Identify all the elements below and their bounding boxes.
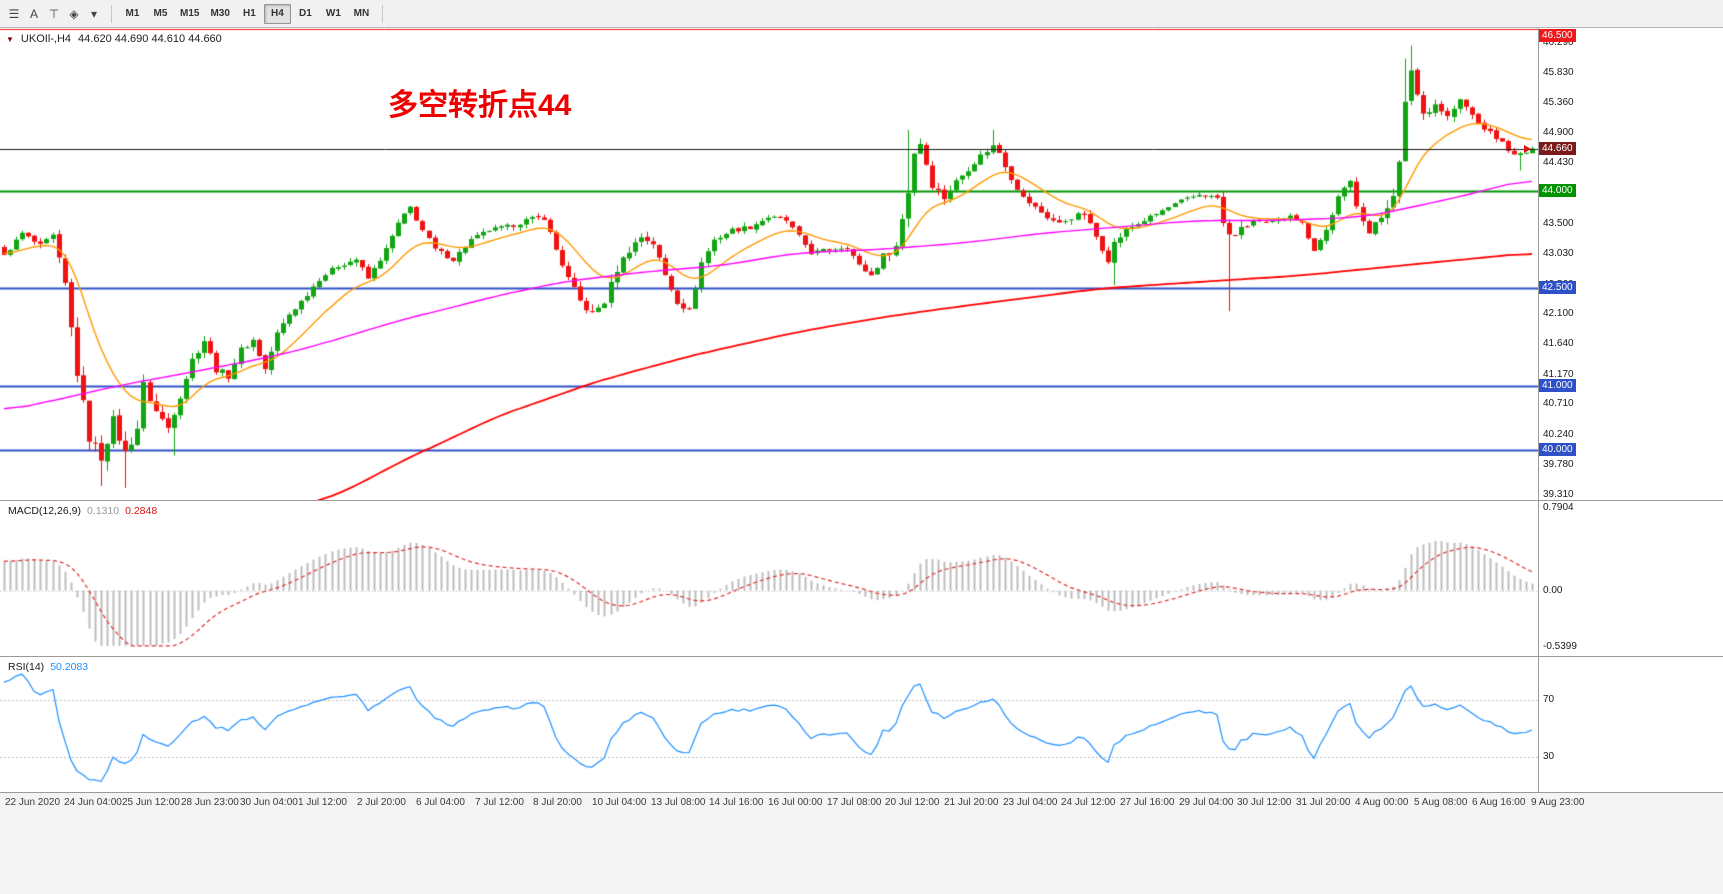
time-tick-label: 5 Aug 08:00 bbox=[1414, 797, 1468, 808]
time-tick-label: 30 Jun 04:00 bbox=[240, 797, 298, 808]
macd-signal-value: 0.2848 bbox=[125, 505, 158, 517]
time-tick-label: 21 Jul 20:00 bbox=[944, 797, 999, 808]
price-tick-label: 46.290 bbox=[1543, 37, 1574, 48]
time-tick-label: 13 Jul 08:00 bbox=[651, 797, 706, 808]
price-tick-label: 41.640 bbox=[1543, 338, 1574, 349]
price-badge-42.500: 42.500 bbox=[1539, 281, 1576, 294]
macd-tick-label: -0.5399 bbox=[1543, 641, 1577, 652]
timeframe-button-d1[interactable]: D1 bbox=[299, 8, 312, 19]
timeframe-button-w1[interactable]: W1 bbox=[325, 8, 341, 19]
symbol-collapse-icon[interactable]: ▼ bbox=[6, 34, 14, 44]
price-tick-label: 45.830 bbox=[1543, 67, 1574, 78]
time-tick-label: 28 Jun 23:00 bbox=[181, 797, 239, 808]
timeframe-button-h4[interactable]: H4 bbox=[263, 3, 291, 24]
time-tick-label: 8 Jul 20:00 bbox=[533, 797, 582, 808]
timeframe-button-m1[interactable]: M1 bbox=[125, 8, 140, 19]
current-price-arrow-icon bbox=[1524, 145, 1531, 153]
time-tick-label: 9 Aug 23:00 bbox=[1531, 797, 1585, 808]
price-tick-label: 39.780 bbox=[1543, 459, 1574, 470]
label-box-icon[interactable]: ⊤ bbox=[48, 6, 60, 21]
panel-separator bbox=[0, 792, 1723, 793]
price-tick-label: 43.030 bbox=[1543, 248, 1574, 259]
price-badge-46.500: 46.500 bbox=[1539, 29, 1576, 42]
time-tick-label: 23 Jul 04:00 bbox=[1003, 797, 1058, 808]
panel-separator[interactable] bbox=[0, 656, 1723, 657]
price-badge-44.660: 44.660 bbox=[1539, 142, 1576, 155]
time-tick-label: 24 Jul 12:00 bbox=[1061, 797, 1116, 808]
time-axis[interactable]: 22 Jun 2020 24 Jun 04:00 25 Jun 12:00 28 Ju… bbox=[0, 793, 1723, 894]
macd-main-value: 0.1310 bbox=[86, 505, 120, 517]
time-tick-label: 27 Jul 16:00 bbox=[1120, 797, 1175, 808]
time-tick-label: 31 Jul 20:00 bbox=[1296, 797, 1351, 808]
price-tick-label: 43.500 bbox=[1543, 218, 1574, 229]
time-tick-label: 17 Jul 08:00 bbox=[827, 797, 882, 808]
rsi-indicator-label: RSI(14) 50.2083 bbox=[8, 661, 88, 673]
time-tick-label: 29 Jul 04:00 bbox=[1179, 797, 1234, 808]
timeframe-button-m30[interactable]: M30 bbox=[210, 8, 230, 19]
price-badge-40.000: 40.000 bbox=[1539, 443, 1576, 456]
price-tick-label: 42.100 bbox=[1543, 308, 1574, 319]
toolbar-separator bbox=[381, 4, 383, 23]
toolbar-separator bbox=[111, 4, 112, 23]
symbol-ohlc-label: ▼ UKOIl-,H4 44.620 44.690 44.610 44.660 bbox=[6, 33, 222, 45]
macd-tick-label: 0.7904 bbox=[1543, 502, 1574, 513]
time-tick-label: 7 Jul 12:00 bbox=[475, 797, 524, 808]
timeframe-button-mn[interactable]: MN bbox=[353, 8, 370, 19]
time-tick-label: 16 Jul 00:00 bbox=[768, 797, 823, 808]
time-tick-label: 10 Jul 04:00 bbox=[592, 797, 647, 808]
price-tick-label: 40.240 bbox=[1543, 429, 1574, 440]
price-tick-label: 45.360 bbox=[1543, 97, 1574, 108]
rsi-tick-label: 70 bbox=[1543, 694, 1555, 705]
price-badge-41.000: 41.000 bbox=[1539, 379, 1576, 392]
price-tick-label: 39.310 bbox=[1543, 489, 1574, 500]
time-tick-label: 25 Jun 12:00 bbox=[122, 797, 180, 808]
price-badge-44.000: 44.000 bbox=[1539, 184, 1576, 197]
rsi-name: RSI(14) bbox=[8, 661, 45, 673]
rsi-tick-label: 30 bbox=[1543, 751, 1555, 762]
macd-tick-label: 0.00 bbox=[1543, 585, 1563, 596]
ohlc-values: 44.620 44.690 44.610 44.660 bbox=[78, 33, 222, 45]
time-tick-label: 2 Jul 20:00 bbox=[357, 797, 406, 808]
timeframe-button-m5[interactable]: M5 bbox=[153, 8, 168, 19]
time-tick-label: 4 Aug 00:00 bbox=[1355, 797, 1409, 808]
shapes-icon[interactable]: ◈ bbox=[69, 6, 79, 21]
price-tick-label: 44.900 bbox=[1543, 127, 1574, 138]
time-tick-label: 24 Jun 04:00 bbox=[64, 797, 122, 808]
time-tick-label: 6 Aug 16:00 bbox=[1472, 797, 1526, 808]
time-tick-label: 20 Jul 12:00 bbox=[885, 797, 940, 808]
chart-annotation-text[interactable]: 多空转折点44 bbox=[388, 89, 572, 122]
price-tick-label: 44.430 bbox=[1543, 157, 1574, 168]
timeframe-button-h1[interactable]: H1 bbox=[243, 8, 256, 19]
price-axis-divider bbox=[1538, 28, 1539, 793]
toolbar-icon-group: ☰ A ⊤ ◈ ▾ bbox=[4, 4, 104, 24]
price-chart-canvas[interactable] bbox=[0, 28, 1538, 500]
price-tick-label: 41.170 bbox=[1543, 369, 1574, 380]
time-tick-label: 30 Jul 12:00 bbox=[1237, 797, 1292, 808]
macd-name: MACD(12,26,9) bbox=[8, 505, 81, 517]
time-tick-label: 1 Jul 12:00 bbox=[298, 797, 347, 808]
timeframe-button-m15[interactable]: M15 bbox=[180, 8, 200, 19]
text-a-icon[interactable]: A bbox=[29, 6, 38, 21]
top-toolbar: ☰ A ⊤ ◈ ▾ M1 M5 M15 M30 H1 H4 D1 W1 MN bbox=[0, 0, 1723, 28]
macd-panel-canvas[interactable] bbox=[0, 501, 1538, 656]
chart-handle-icon[interactable]: ☰ bbox=[8, 6, 20, 21]
shapes-caret-icon[interactable]: ▾ bbox=[90, 6, 98, 21]
symbol-name: UKOIl-,H4 bbox=[20, 33, 72, 45]
price-tick-label: 40.710 bbox=[1543, 398, 1574, 409]
time-tick-label: 22 Jun 2020 bbox=[5, 797, 61, 808]
time-tick-label: 6 Jul 04:00 bbox=[416, 797, 465, 808]
rsi-value: 50.2083 bbox=[50, 661, 89, 673]
panel-separator[interactable] bbox=[0, 500, 1723, 501]
macd-indicator-label: MACD(12,26,9) 0.1310 0.2848 bbox=[8, 505, 157, 517]
timeframe-group: M1 M5 M15 M30 H1 H4 D1 W1 MN bbox=[119, 3, 375, 24]
time-tick-label: 14 Jul 16:00 bbox=[709, 797, 764, 808]
rsi-panel-canvas[interactable] bbox=[0, 657, 1538, 792]
